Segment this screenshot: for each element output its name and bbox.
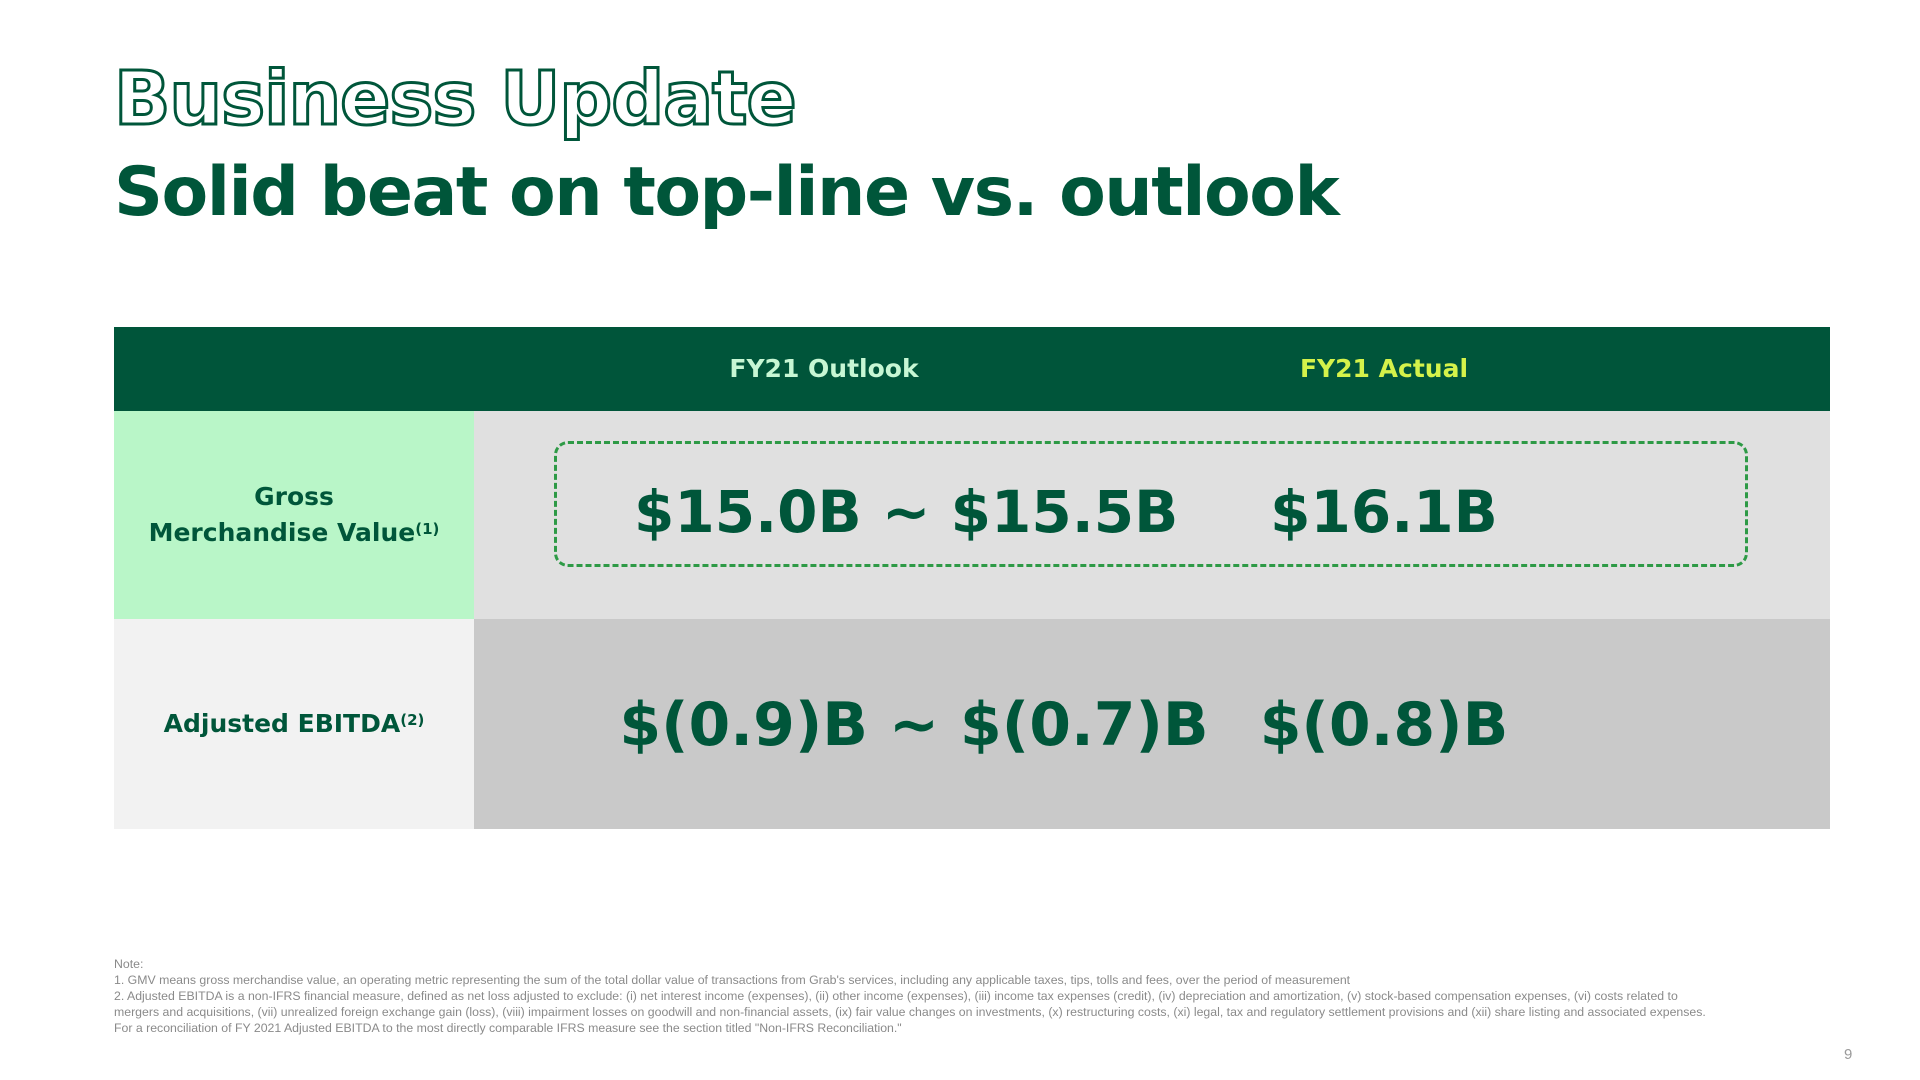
gmv-footnote-marker: (1) <box>415 520 440 538</box>
ebitda-label-cell: Adjusted EBITDA(2) <box>114 619 474 829</box>
gmv-label-cell: Gross Merchandise Value(1) <box>114 411 474 619</box>
slide-subtitle: Solid beat on top-line vs. outlook <box>114 153 1340 232</box>
gmv-value-area <box>474 411 1830 619</box>
ebitda-label-text: Adjusted EBITDA <box>163 709 401 738</box>
gmv-highlight-box <box>554 441 1748 567</box>
table-row-gmv: Gross Merchandise Value(1) $15.0B ~ $15.… <box>114 411 1830 619</box>
gmv-outlook-value: $15.0B ~ $15.5B <box>634 478 1179 546</box>
gmv-label-line1: Gross <box>254 482 334 511</box>
note-2: 2. Adjusted EBITDA is a non-IFRS financi… <box>114 989 1706 1035</box>
table-row-ebitda: Adjusted EBITDA(2) $(0.9)B ~ $(0.7)B $(0… <box>114 619 1830 829</box>
note-1: 1. GMV means gross merchandise value, an… <box>114 973 1351 987</box>
slide-title: Business Update <box>113 56 799 142</box>
page-number: 9 <box>1844 1046 1853 1063</box>
notes-heading: Note: <box>114 957 144 971</box>
ebitda-footnote-marker: (2) <box>400 711 425 729</box>
gmv-label-line2: Merchandise Value <box>148 518 416 547</box>
footnotes: Note: 1. GMV means gross merchandise val… <box>114 956 1714 1036</box>
comparison-table: FY21 Outlook FY21 Actual Gross Merchandi… <box>114 327 1830 829</box>
header-fy21-outlook: FY21 Outlook <box>729 354 919 383</box>
ebitda-label: Adjusted EBITDA(2) <box>164 706 425 742</box>
header-fy21-actual: FY21 Actual <box>1299 354 1469 383</box>
gmv-label: Gross Merchandise Value(1) <box>149 479 440 551</box>
ebitda-value-area <box>474 619 1830 829</box>
ebitda-outlook-value: $(0.9)B ~ $(0.7)B <box>619 690 1209 760</box>
table-header: FY21 Outlook FY21 Actual <box>114 327 1830 411</box>
gmv-actual-value: $16.1B <box>1270 478 1498 546</box>
ebitda-actual-value: $(0.8)B <box>1259 690 1509 760</box>
